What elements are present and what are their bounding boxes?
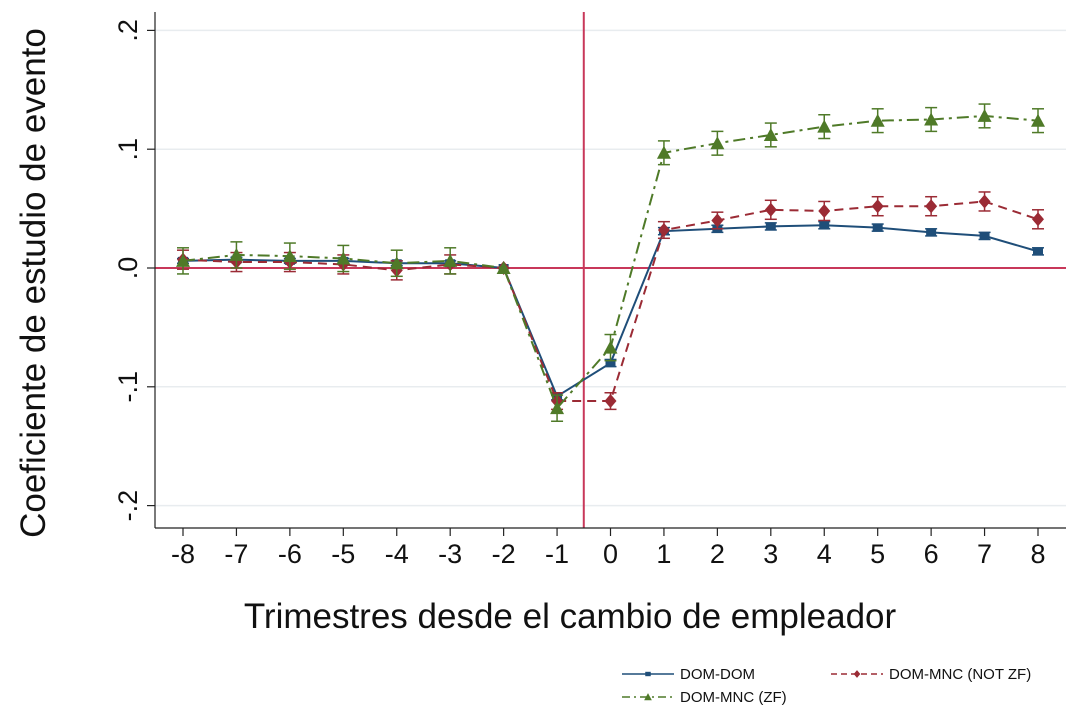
data-point [870, 113, 885, 127]
x-tick-label: 2 [710, 539, 725, 569]
legend-marker-group [644, 693, 652, 701]
x-tick-label: -4 [385, 539, 409, 569]
y-tick-label: .2 [113, 19, 143, 42]
data-point [925, 199, 938, 214]
grid [155, 29, 1066, 507]
x-tick-label: 5 [870, 539, 885, 569]
x-tick-label: 0 [603, 539, 618, 569]
data-point [977, 108, 992, 122]
series [176, 103, 1045, 423]
x-tick-label: -1 [545, 539, 569, 569]
data-point [817, 119, 832, 133]
legend-marker [644, 693, 652, 701]
data-point [711, 213, 724, 228]
data-point [1032, 212, 1044, 227]
data-point [763, 127, 778, 141]
data-point [872, 223, 883, 232]
data-point [176, 253, 190, 267]
data-point [443, 253, 458, 267]
x-tick-label: -5 [331, 539, 355, 569]
x-tick-label: 1 [656, 539, 671, 569]
legend-label: DOM-MNC (ZF) [680, 689, 787, 706]
data-point [603, 340, 618, 354]
data-point [550, 401, 565, 415]
data-point [496, 261, 511, 274]
data-point [657, 222, 670, 237]
x-tick-label: 8 [1030, 539, 1045, 569]
y-tick-label: -.2 [113, 490, 143, 522]
data-point [604, 394, 617, 409]
y-axis-title: Coeficiente de estudio de evento [14, 28, 53, 538]
data-point [926, 228, 937, 237]
data-point [282, 249, 297, 263]
y-tick-label: .1 [113, 138, 143, 161]
legend-label: DOM-DOM [680, 666, 755, 683]
x-tick-label: 7 [977, 539, 992, 569]
x-tick-label: -7 [224, 539, 248, 569]
legend-marker-group [645, 671, 651, 677]
data-point [924, 112, 939, 126]
data-point [979, 231, 990, 240]
y-tick-label: .0 [113, 257, 143, 280]
data-point [765, 222, 776, 231]
data-point [605, 359, 616, 368]
x-tick-label: -2 [492, 539, 516, 569]
data-point [764, 202, 777, 217]
data-point [229, 247, 244, 261]
legend: DOM-DOM DOM-MNC (NOT ZF) DOM-MNC (ZF) [622, 666, 1031, 706]
legend-item-0: DOM-DOM [622, 666, 755, 683]
data-point [656, 145, 671, 159]
data-point [818, 203, 831, 218]
legend-label: DOM-MNC (NOT ZF) [889, 666, 1031, 683]
y-tick-label: -.1 [113, 371, 143, 403]
reference-lines [155, 12, 1066, 528]
legend-item-2: DOM-MNC (ZF) [622, 689, 787, 706]
data-point [710, 136, 725, 150]
x-tick-label: -3 [438, 539, 462, 569]
x-tick-label: 3 [763, 539, 778, 569]
series-2 [176, 103, 1045, 423]
x-tick-label: 4 [817, 539, 832, 569]
data-point [1033, 247, 1043, 256]
data-point [871, 199, 884, 214]
legend-marker [645, 671, 651, 677]
data-point [978, 194, 991, 209]
x-tick-label: -8 [171, 539, 195, 569]
data-point [1031, 113, 1045, 127]
x-tick-label: 6 [924, 539, 939, 569]
x-tick-label: -6 [278, 539, 302, 569]
axes: .2 .1 .0 -.1 -.2 -8 -7 -6 -5 -4 -3 -2 -1 0 1 2 3 4 5 6 7 8 [113, 12, 1066, 569]
x-axis-title: Trimestres desde el cambio de empleador [244, 597, 897, 636]
data-point [819, 221, 830, 230]
data-point [336, 251, 351, 265]
data-point [389, 256, 404, 270]
